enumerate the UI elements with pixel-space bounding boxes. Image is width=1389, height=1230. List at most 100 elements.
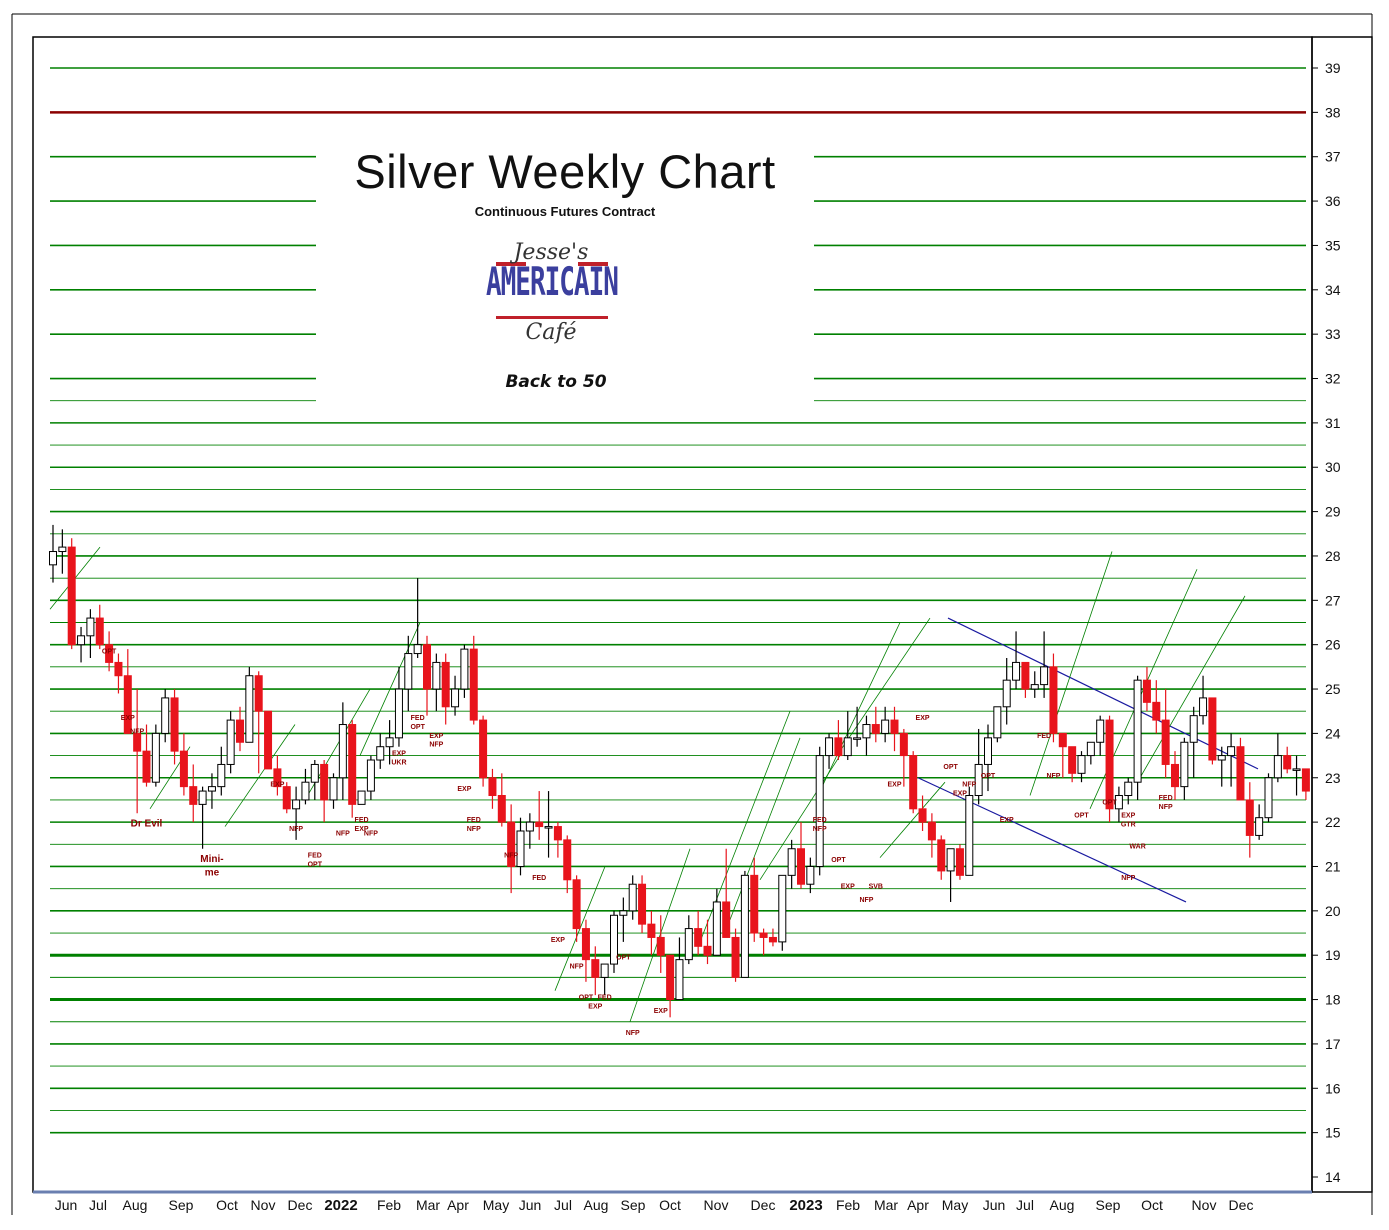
candle-body [984,737,992,765]
candle-body [348,724,357,805]
candle-body [1012,661,1021,681]
y-tick-label: 25 [1325,681,1341,697]
annotation-nfp: NFP [130,728,144,735]
candle-body [254,675,263,712]
annotation-opt: OPT [579,995,594,1002]
y-tick-label: 14 [1325,1169,1341,1185]
candle-body [563,839,572,881]
candle-body [722,901,731,938]
annotation-nfp: NFP [336,830,350,837]
candle-body [1236,746,1245,801]
annotation-nfp: NFP [364,830,378,837]
chart-frame [11,13,1373,1215]
candle-body [1171,763,1179,788]
candle-body [114,661,123,677]
y-tick-label: 18 [1325,992,1341,1008]
candle-body [497,795,506,823]
candle-body [320,763,329,801]
y-tick-label: 19 [1325,947,1341,963]
x-tick-label: Jul [1016,1197,1034,1213]
annotation-opt: OPT [308,861,323,868]
x-tick-label: 2022 [324,1197,357,1214]
candle-body [647,923,656,938]
x-tick-label: Nov [251,1197,276,1213]
candle-body [282,786,291,810]
candle-body [423,644,431,690]
candle-body [507,821,516,867]
x-tick-label: Mar [874,1197,898,1213]
annotation-opt: OPT [981,773,996,780]
candle-body [797,848,805,885]
annotation-opt: OPT [1102,799,1117,806]
candle-body [1021,661,1030,690]
candle-body [600,963,609,978]
candle-body [95,617,104,646]
candle-body [628,883,637,912]
candle-body [993,706,1002,739]
candle-body [1049,666,1058,734]
candle-body [1105,719,1114,810]
candle-body [1292,768,1301,771]
y-tick-label: 39 [1325,60,1341,76]
candle-body [469,648,478,721]
annotation-fed: FED [467,817,481,824]
candle-body [666,954,675,1001]
annotation-nfp: NFP [429,742,443,749]
candle-body [404,653,413,690]
annotation-me: me [205,867,220,878]
annotation-exp: EXP [654,1008,668,1015]
candle-body [77,635,86,646]
annotation-nfp: NFP [570,964,584,971]
annotation-nfp: NFP [813,826,827,833]
annotation-nfp: NFP [504,853,518,860]
annotation-fed: FED [355,817,369,824]
x-tick-label: Apr [447,1197,469,1213]
y-axis: 14 15 16 17 18 19 20 21 22 23 24 25 26 27 28 29 30 31 32 33… [1312,60,1341,1185]
candle-body [123,675,132,734]
annotation-fed: FED [1037,733,1051,740]
annotation-opt: OPT [616,955,631,962]
x-tick-label: Sep [621,1197,646,1213]
y-tick-label: 35 [1325,237,1341,253]
annotation-exp: EXP [588,1003,602,1010]
candle-body [918,808,927,823]
annotation-exp: EXP [916,715,930,722]
candle-body [1152,701,1161,721]
jesses-americain-cafe-logo: Jesse's AMERICAIN Café [486,240,636,360]
y-tick-label: 33 [1325,326,1341,342]
candle-body [525,821,534,832]
candle-body [207,786,216,792]
candle-body [357,790,366,805]
y-tick-label: 36 [1325,193,1341,209]
x-tick-label: Nov [1192,1197,1217,1213]
x-tick-label: Jun [519,1197,542,1213]
candle-body [881,719,890,734]
candle-body [394,688,403,739]
y-tick-label: 23 [1325,770,1341,786]
candle-body [553,826,562,841]
trend-line [359,622,421,756]
annotation-nfp: NFP [626,1030,640,1037]
x-tick-label: Dec [751,1197,776,1213]
candle-body [591,959,600,978]
candle-body [1124,781,1133,797]
trend-line [629,848,691,1022]
candle-body [161,697,170,734]
candle-body [376,746,385,761]
candle-body [1245,799,1254,836]
trend-line [729,737,801,920]
x-tick-label: Aug [1050,1197,1075,1213]
tagline: Back to 50 [505,372,607,392]
candle-body [535,821,544,828]
title-panel: Silver Weekly Chart Continuous Futures C… [316,130,814,406]
candle-body [581,928,590,961]
channel-lower-line [917,777,1187,903]
candle-body [338,724,347,779]
candle-body [750,874,759,934]
annotation-exp: EXP [429,733,443,740]
candle-body [366,759,375,792]
candle-body [619,910,628,916]
candle-body [909,755,918,810]
annotation-nfp: NFP [289,826,303,833]
